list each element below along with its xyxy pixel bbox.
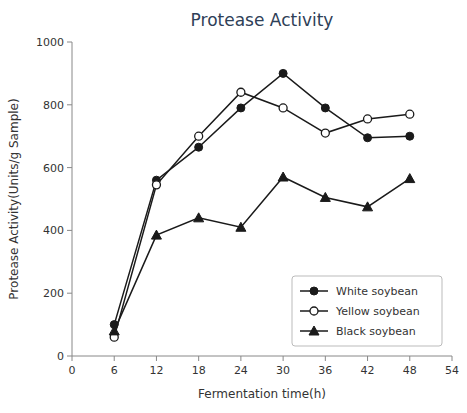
x-tick <box>240 356 241 361</box>
x-tick-label: 0 <box>69 364 76 377</box>
x-tick-label: 30 <box>276 364 290 377</box>
title: Protease Activity <box>191 10 334 30</box>
chart: Protease Activity Fermentation time(h) Pro… <box>0 0 467 413</box>
x-tick-label: 36 <box>318 364 332 377</box>
y-tick-label: 400 <box>43 224 64 237</box>
x-tick <box>283 356 284 361</box>
point <box>236 222 246 231</box>
y-tick-label: 600 <box>43 162 64 175</box>
x-tick <box>452 356 453 361</box>
point <box>237 88 245 96</box>
point <box>363 202 373 211</box>
x-tick <box>198 356 199 361</box>
point <box>151 230 161 239</box>
x-tick <box>367 356 368 361</box>
legend-box <box>292 276 442 346</box>
y-tick-label: 200 <box>43 287 64 300</box>
y-tick-label: 0 <box>57 350 64 363</box>
point <box>152 181 160 189</box>
point <box>321 129 329 137</box>
x-tick-label: 48 <box>403 364 417 377</box>
y-axis-line <box>72 42 73 356</box>
x-tick-label: 12 <box>149 364 163 377</box>
y-tick <box>67 42 72 43</box>
point <box>364 134 372 142</box>
x-tick-label: 18 <box>192 364 206 377</box>
y-tick-label: 800 <box>43 99 64 112</box>
axes: 0 6 12 18 24 30 36 42 48 54 0 200 400 600 800 1000 <box>36 36 459 377</box>
x-tick <box>409 356 410 361</box>
y-axis-label: Protease Activity(Units/g Sample) <box>7 98 21 299</box>
legend-label: Yellow soybean <box>335 305 420 318</box>
x-axis-label: Fermentation time(h) <box>198 387 326 401</box>
point <box>279 69 287 77</box>
legend-marker <box>310 287 318 295</box>
y-tick <box>67 104 72 105</box>
point <box>320 192 330 201</box>
y-tick <box>67 293 72 294</box>
x-axis-line <box>72 356 452 357</box>
x-tick-label: 6 <box>111 364 118 377</box>
x-tick-label: 42 <box>361 364 375 377</box>
point <box>195 143 203 151</box>
point <box>364 115 372 123</box>
legend-label: White soybean <box>336 285 418 298</box>
y-tick-label: 1000 <box>36 36 64 49</box>
y-tick <box>67 230 72 231</box>
point <box>321 104 329 112</box>
point <box>279 104 287 112</box>
x-tick <box>156 356 157 361</box>
x-tick <box>72 356 73 361</box>
point <box>237 104 245 112</box>
x-tick-label: 54 <box>445 364 459 377</box>
legend-marker <box>309 326 319 335</box>
point <box>406 110 414 118</box>
point <box>195 132 203 140</box>
point <box>194 213 204 222</box>
point <box>278 172 288 181</box>
legend-marker <box>310 307 318 315</box>
legend-label: Black soybean <box>336 325 416 338</box>
point <box>406 132 414 140</box>
point <box>109 326 119 335</box>
x-tick <box>114 356 115 361</box>
y-tick <box>67 356 72 357</box>
legend: White soybean Yellow soybean Black soybean <box>292 276 442 346</box>
y-tick <box>67 167 72 168</box>
x-tick <box>325 356 326 361</box>
point <box>405 174 415 183</box>
x-tick-label: 24 <box>234 364 248 377</box>
